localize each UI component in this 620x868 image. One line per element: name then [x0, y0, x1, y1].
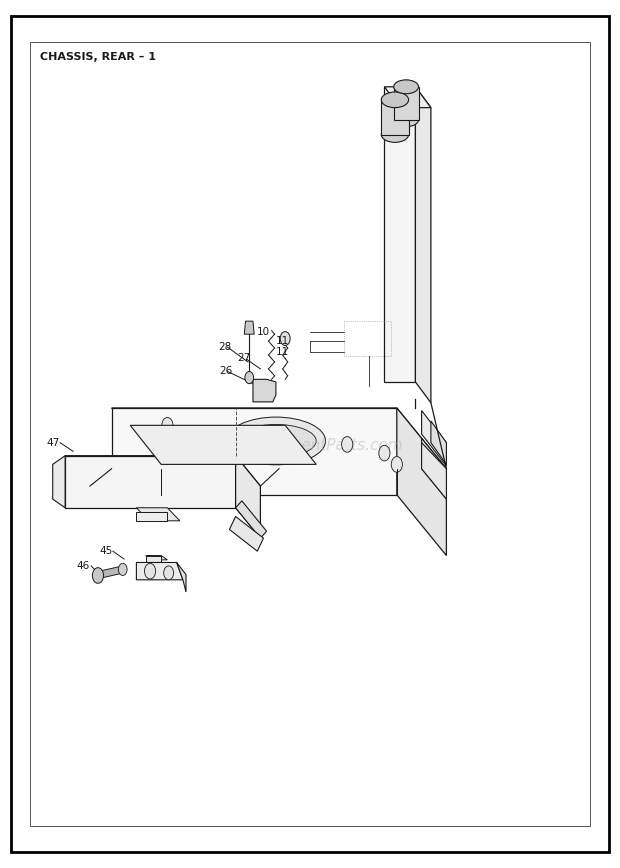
- Text: 45: 45: [99, 546, 112, 556]
- Circle shape: [342, 437, 353, 452]
- Polygon shape: [136, 512, 167, 521]
- Polygon shape: [422, 443, 446, 499]
- Polygon shape: [415, 87, 431, 403]
- Polygon shape: [236, 501, 267, 538]
- Polygon shape: [65, 456, 236, 508]
- Polygon shape: [95, 566, 124, 579]
- Circle shape: [245, 372, 254, 384]
- Circle shape: [379, 445, 390, 461]
- Polygon shape: [136, 562, 183, 580]
- Polygon shape: [236, 456, 260, 538]
- Circle shape: [280, 332, 290, 345]
- Polygon shape: [431, 421, 446, 464]
- Text: 28: 28: [218, 342, 231, 352]
- Circle shape: [92, 568, 104, 583]
- Polygon shape: [146, 556, 167, 560]
- Text: 46: 46: [77, 561, 90, 571]
- Circle shape: [391, 457, 402, 472]
- Ellipse shape: [236, 424, 316, 457]
- Polygon shape: [112, 408, 446, 469]
- Polygon shape: [177, 562, 186, 592]
- Text: 11: 11: [276, 347, 289, 358]
- Text: eReplacementParts.com: eReplacementParts.com: [216, 437, 404, 453]
- Polygon shape: [53, 456, 65, 508]
- Text: 26: 26: [219, 365, 232, 376]
- Text: 27: 27: [237, 353, 250, 364]
- Ellipse shape: [394, 80, 418, 94]
- Polygon shape: [384, 87, 415, 382]
- Circle shape: [118, 563, 127, 575]
- Ellipse shape: [226, 418, 326, 465]
- Polygon shape: [381, 100, 409, 135]
- Polygon shape: [397, 408, 446, 556]
- Ellipse shape: [394, 113, 418, 127]
- Text: 10: 10: [257, 326, 270, 337]
- Polygon shape: [394, 87, 418, 120]
- Polygon shape: [136, 508, 180, 521]
- Text: 11: 11: [276, 336, 289, 346]
- Circle shape: [162, 418, 173, 433]
- Polygon shape: [384, 87, 431, 108]
- Polygon shape: [229, 516, 264, 551]
- Polygon shape: [146, 556, 161, 573]
- Polygon shape: [244, 321, 254, 334]
- Polygon shape: [422, 411, 446, 466]
- Polygon shape: [65, 456, 260, 486]
- Text: 47: 47: [46, 437, 60, 448]
- Text: CHASSIS, REAR – 1: CHASSIS, REAR – 1: [40, 52, 156, 62]
- Polygon shape: [253, 379, 276, 402]
- Circle shape: [164, 566, 174, 580]
- Circle shape: [144, 563, 156, 579]
- Polygon shape: [422, 438, 446, 499]
- Polygon shape: [112, 408, 397, 495]
- Ellipse shape: [381, 127, 409, 142]
- Bar: [344, 321, 391, 356]
- Ellipse shape: [381, 92, 409, 108]
- Polygon shape: [130, 425, 316, 464]
